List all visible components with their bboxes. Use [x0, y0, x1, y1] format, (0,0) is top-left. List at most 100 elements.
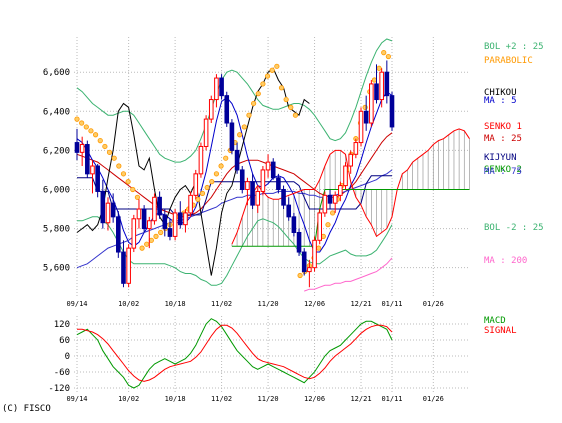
price-y-tick-label: 6,400 — [43, 107, 70, 117]
parabolic-dot — [134, 194, 141, 200]
macd-x-tick-label: 09/14 — [66, 395, 87, 403]
candle-body — [384, 71, 390, 97]
copyright-text: (C) FISCO — [2, 404, 51, 414]
price-x-tick-label: 10/18 — [165, 300, 186, 308]
candle-body — [131, 218, 137, 249]
parabolic-dot — [278, 85, 285, 91]
candle-body — [281, 188, 286, 206]
macd-y-tick-label: 120 — [54, 320, 70, 330]
macd-line-macd — [76, 318, 393, 389]
macd-x-tick-label: 01/11 — [381, 395, 402, 403]
parabolic-dot — [362, 104, 368, 110]
parabolic-dot — [158, 229, 164, 236]
candle-body — [126, 247, 131, 284]
parabolic-dot — [144, 241, 150, 247]
price-x-tick-label: 09/14 — [66, 300, 87, 308]
parabolic-dot — [223, 155, 229, 161]
candle-body — [110, 202, 116, 218]
parabolic-dot — [288, 104, 294, 110]
candle-body — [332, 194, 338, 204]
legend-item: PARABOLIC — [484, 56, 533, 66]
legend-item: MA : 75 — [484, 167, 522, 177]
parabolic-dot — [376, 65, 382, 71]
candle-body — [172, 212, 178, 237]
candle-body — [90, 165, 95, 175]
parabolic-dot — [199, 190, 206, 196]
parabolic-dot — [74, 116, 80, 122]
candle-body — [162, 214, 168, 230]
parabolic-dot — [241, 124, 247, 130]
price-x-tick-label: 01/26 — [423, 300, 444, 308]
parabolic-dot — [325, 222, 331, 228]
candle-body — [224, 95, 230, 124]
parabolic-dot — [330, 210, 336, 216]
candle-body — [152, 196, 157, 222]
candle-body — [214, 77, 219, 101]
macd-x-tick-label: 10/18 — [165, 395, 186, 403]
parabolic-dot — [153, 233, 159, 239]
parabolic-dot — [297, 272, 303, 279]
candle-body — [260, 169, 266, 192]
candle-body — [348, 153, 353, 167]
candle-body — [136, 208, 142, 220]
series-line-senko-2 — [231, 189, 470, 247]
candle-body — [146, 220, 152, 230]
price-y-tick-label: 6,600 — [43, 68, 70, 78]
candle-body — [291, 216, 297, 233]
candle-body — [250, 181, 255, 206]
candle-body — [157, 196, 162, 216]
price-x-tick-label: 12/06 — [304, 300, 325, 308]
parabolic-dot — [116, 163, 122, 169]
candle-body — [203, 118, 209, 147]
parabolic-dot — [218, 163, 224, 169]
parabolic-dot — [79, 120, 85, 126]
candle-body — [353, 142, 359, 155]
candle-body — [245, 181, 250, 190]
parabolic-dot — [195, 196, 201, 202]
candle-body — [198, 145, 204, 175]
series-line-ma-5 — [76, 90, 393, 253]
macd-y-tick-label: -60 — [54, 368, 70, 378]
series-line-kijyun — [77, 175, 392, 216]
series-line-ma-200 — [304, 257, 393, 292]
candle-body — [239, 169, 245, 190]
legend-item: SENKO 2 — [484, 165, 522, 175]
candle-body — [369, 83, 374, 124]
candle-body — [265, 161, 271, 171]
candle-body — [312, 239, 317, 269]
parabolic-dot — [385, 53, 391, 60]
candle-body — [296, 231, 302, 253]
parabolic-dot — [130, 186, 136, 193]
price-x-tick-label: 11/20 — [258, 300, 279, 308]
macd-x-tick-label: 01/26 — [423, 395, 444, 403]
candle-body — [270, 161, 276, 179]
parabolic-dot — [139, 245, 145, 251]
candle-body — [105, 202, 111, 224]
candle-body — [234, 149, 240, 171]
parabolic-dot — [97, 138, 103, 144]
series-line-senko-1 — [231, 128, 470, 245]
legend-item: KIJYUN — [484, 153, 517, 163]
parabolic-dot — [213, 171, 220, 177]
macd-x-tick-label: 12/06 — [304, 395, 325, 403]
parabolic-dot — [371, 77, 378, 83]
candle-body — [358, 110, 364, 144]
candle-body — [141, 208, 147, 230]
candle-body — [183, 212, 188, 226]
price-y-tick-label: 6,200 — [43, 146, 70, 156]
parabolic-dot — [251, 100, 257, 107]
candle-body — [79, 144, 85, 153]
price-y-tick-label: 5,800 — [43, 225, 70, 235]
macd-x-tick-label: 12/21 — [350, 395, 371, 403]
parabolic-dot — [274, 63, 280, 69]
macd-line-signal — [77, 324, 393, 382]
candle-body — [363, 110, 369, 124]
candle-body — [229, 122, 235, 151]
candle-body — [379, 71, 384, 101]
parabolic-dot — [255, 91, 261, 97]
parabolic-dot — [148, 237, 154, 243]
candle-body — [317, 212, 323, 241]
parabolic-dot — [246, 112, 252, 118]
